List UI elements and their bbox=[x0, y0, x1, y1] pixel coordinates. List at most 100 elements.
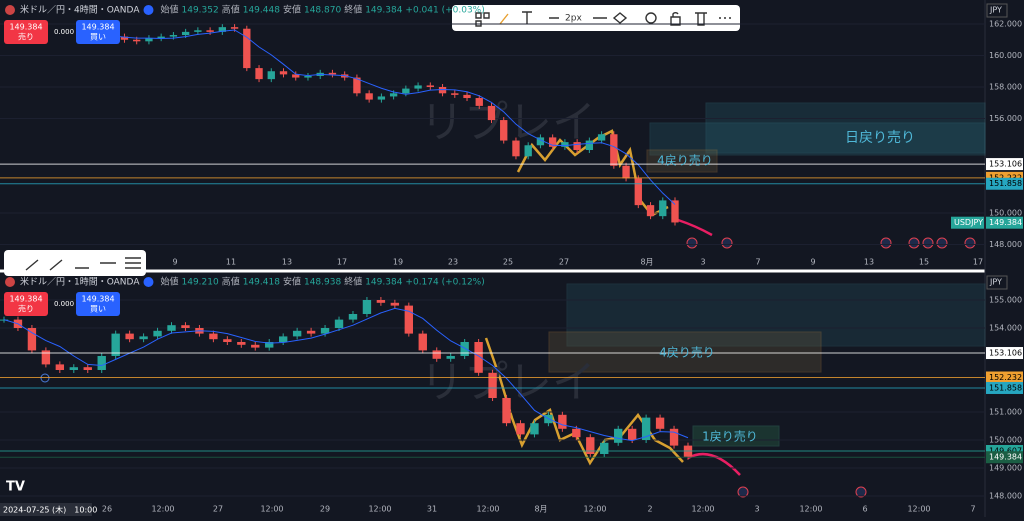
candle bbox=[41, 350, 51, 365]
x-tick-label: 27 bbox=[559, 258, 569, 267]
x-tick-label: 31 bbox=[427, 505, 437, 514]
candle bbox=[451, 93, 459, 95]
sell-button[interactable] bbox=[4, 20, 48, 44]
candle bbox=[597, 134, 606, 141]
x-tick-label: 3 bbox=[700, 258, 705, 267]
tool-toolbar[interactable] bbox=[4, 250, 146, 276]
candle bbox=[111, 333, 120, 356]
icon[interactable] bbox=[719, 17, 721, 19]
x-tick-label: 9 bbox=[810, 258, 815, 267]
candle bbox=[561, 142, 569, 147]
price-label: 153.106 bbox=[989, 349, 1022, 358]
candle bbox=[446, 356, 455, 359]
zone bbox=[566, 283, 986, 347]
icon[interactable] bbox=[670, 12, 681, 26]
buy-price[interactable]: 149.384 bbox=[81, 295, 114, 304]
candle bbox=[402, 88, 410, 94]
icon[interactable] bbox=[645, 12, 657, 24]
price-axis bbox=[985, 0, 1024, 517]
header-open-label: 始値 bbox=[160, 4, 178, 16]
candle bbox=[306, 330, 316, 334]
buy-button[interactable] bbox=[76, 292, 120, 316]
sell-price[interactable]: 149.384 bbox=[9, 295, 42, 304]
x-tick-label: 8月 bbox=[640, 258, 653, 267]
event-icon[interactable] bbox=[936, 237, 948, 249]
y-tick-label: 150.000 bbox=[989, 209, 1022, 218]
buy-label[interactable]: 買い bbox=[90, 305, 106, 314]
price-badge bbox=[986, 371, 1023, 384]
x-tick-label: 12:00 bbox=[260, 505, 283, 514]
moving-average bbox=[3, 307, 689, 442]
x-tick-label: 12:00 bbox=[151, 505, 174, 514]
candle bbox=[223, 339, 232, 342]
sell-label[interactable]: 売り bbox=[18, 304, 34, 314]
y-tick-label: 148.000 bbox=[989, 240, 1022, 249]
icon[interactable] bbox=[25, 257, 141, 271]
icon[interactable] bbox=[724, 17, 726, 19]
candle bbox=[389, 93, 398, 97]
icon[interactable] bbox=[499, 13, 509, 25]
currency[interactable]: JPY bbox=[989, 278, 1002, 287]
x-tick-label: 29 bbox=[320, 505, 330, 514]
sell-button[interactable] bbox=[4, 292, 48, 316]
event-icon[interactable] bbox=[922, 237, 934, 249]
candle bbox=[206, 30, 214, 32]
candle bbox=[487, 105, 496, 121]
line-width[interactable]: 2px bbox=[565, 14, 582, 24]
x-tick-label: 6 bbox=[862, 505, 867, 514]
candle bbox=[655, 417, 665, 429]
header-high-label: 高値 bbox=[222, 276, 240, 288]
candle bbox=[475, 98, 483, 106]
header-high: 149.448 bbox=[243, 6, 280, 16]
x-tick-label: 9 bbox=[172, 258, 177, 267]
y-tick-label: 160.000 bbox=[989, 51, 1022, 60]
currency-box[interactable] bbox=[986, 275, 1008, 290]
header-high-label: 高値 bbox=[222, 4, 240, 16]
sell-label[interactable]: 売り bbox=[18, 32, 34, 42]
y-tick-label: 149.000 bbox=[989, 464, 1022, 473]
zone bbox=[646, 149, 718, 173]
candle bbox=[194, 30, 202, 32]
header-symbol: 米ドル／円・1時間・OANDA bbox=[20, 276, 140, 288]
icon[interactable] bbox=[729, 17, 731, 19]
y-tick-label: 150.000 bbox=[989, 436, 1022, 445]
candle bbox=[600, 442, 609, 454]
icon[interactable] bbox=[549, 12, 628, 24]
candle bbox=[500, 120, 508, 141]
candle bbox=[145, 38, 153, 42]
candle bbox=[610, 134, 618, 166]
symbol-icon bbox=[5, 277, 15, 287]
candle bbox=[474, 342, 483, 373]
icon[interactable] bbox=[695, 12, 707, 26]
event-icon[interactable] bbox=[908, 237, 920, 249]
buy-label[interactable]: 買い bbox=[90, 33, 106, 42]
event-icon[interactable] bbox=[721, 237, 733, 249]
event-icon[interactable] bbox=[737, 486, 749, 498]
header-low-label: 安値 bbox=[283, 276, 301, 288]
currency[interactable]: JPY bbox=[989, 6, 1002, 15]
zone bbox=[692, 425, 780, 447]
event-icon[interactable] bbox=[686, 237, 698, 249]
icon[interactable] bbox=[522, 11, 532, 24]
y-tick-label: 158.000 bbox=[989, 83, 1022, 92]
buy-price[interactable]: 149.384 bbox=[81, 23, 114, 32]
price-label: 149.607 bbox=[989, 447, 1022, 456]
candle bbox=[622, 165, 630, 179]
x-tick-label: 19 bbox=[393, 258, 403, 267]
currency-box[interactable] bbox=[986, 3, 1008, 18]
candle bbox=[153, 330, 162, 337]
x-tick-label: 17 bbox=[337, 258, 347, 267]
x-tick-label: 8月 bbox=[534, 505, 547, 514]
x-tick-label: 27 bbox=[213, 505, 223, 514]
x-tick-label: 12:00 bbox=[476, 505, 499, 514]
y-tick-label: 162.000 bbox=[989, 20, 1022, 29]
event-icon[interactable] bbox=[880, 237, 892, 249]
sell-price[interactable]: 149.384 bbox=[9, 23, 42, 32]
price-label: 151.858 bbox=[989, 383, 1022, 392]
candle bbox=[432, 350, 441, 359]
candle bbox=[512, 140, 520, 157]
event-icon[interactable] bbox=[964, 237, 976, 249]
buy-button[interactable] bbox=[76, 20, 120, 44]
event-icon[interactable] bbox=[855, 486, 867, 498]
